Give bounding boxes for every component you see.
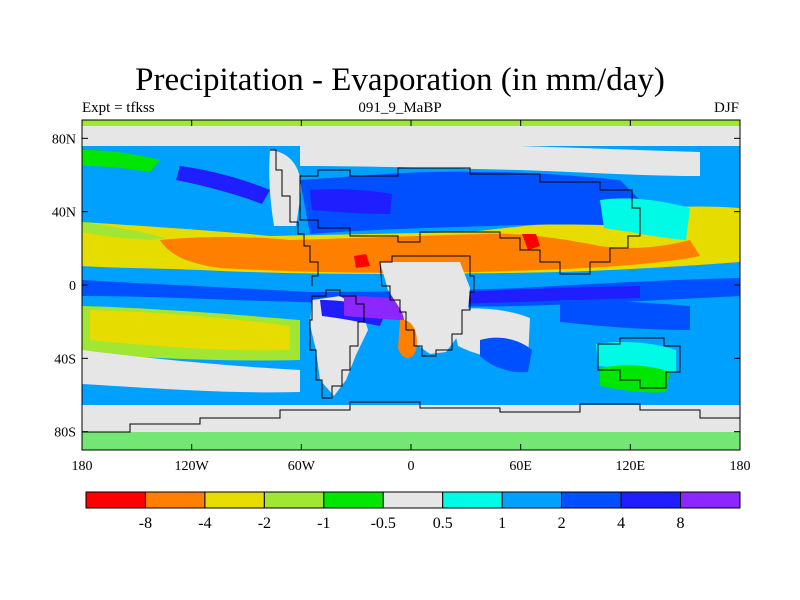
- north-subtropics-green: [82, 222, 165, 240]
- colorbar-swatch: [442, 491, 503, 509]
- lat-tick-label: 0: [69, 279, 76, 294]
- eurasia-wet: [300, 171, 640, 234]
- dry-core-asia: [522, 234, 540, 250]
- colorbar-swatch: [680, 491, 741, 509]
- colorbar-swatch: [501, 491, 563, 509]
- coastline-antarctica: [82, 401, 740, 433]
- lon-tick-label: 60W: [288, 459, 316, 474]
- arctic-land: [300, 140, 700, 176]
- lon-tick-label: 180: [730, 459, 751, 474]
- colorbar-label: 1: [498, 515, 506, 532]
- lat-tick-label: 40S: [54, 352, 76, 367]
- coastline-africa: [379, 255, 475, 357]
- colorbar-label: 0.5: [433, 515, 453, 532]
- coastline-south-america: [309, 289, 365, 399]
- colorbar-label: -4: [198, 515, 211, 532]
- coastlines: [82, 149, 740, 433]
- lat-tick-label: 80N: [52, 132, 76, 147]
- colorbar-swatch: [85, 491, 146, 509]
- north-subtropics-orange: [160, 233, 700, 273]
- lon-tick-label: 0: [408, 459, 415, 474]
- north-america-west: [269, 150, 301, 226]
- europe-storm: [310, 189, 392, 214]
- north-pacific-storm: [176, 166, 270, 204]
- colorbar-label: 8: [677, 515, 685, 532]
- map-field: [82, 120, 740, 450]
- colorbar-label: 2: [558, 515, 566, 532]
- colorbar-label: -2: [258, 515, 271, 532]
- indian-ocean-wet: [480, 337, 532, 373]
- lon-tick-label: 120W: [175, 459, 210, 474]
- colorbar-swatch: [620, 491, 682, 509]
- colorbar: -8 -4 -2 -1 -0.5 0.5 1 2 4 8: [85, 491, 741, 532]
- colorbar-label: -1: [317, 515, 330, 532]
- lon-tick-label: 180: [72, 459, 93, 474]
- africa-land: [380, 262, 470, 354]
- map-axes: 80N 40N 0 40S 80S 180 120W 60W 0 60E 120E 180: [52, 120, 751, 474]
- coastline-australia: [597, 337, 681, 389]
- colorbar-swatch: [323, 491, 384, 509]
- south-africa-dry: [398, 319, 417, 359]
- colorbar-swatch: [263, 491, 325, 509]
- south-subtropics-gray: [82, 350, 300, 393]
- period-label: 091_9_MaBP: [358, 100, 442, 116]
- lon-tick-label: 60E: [509, 459, 532, 474]
- coastline-eurasia: [299, 167, 641, 275]
- colorbar-swatch: [144, 491, 206, 509]
- east-asia-cyan: [600, 198, 690, 240]
- plot-title: Precipitation - Evaporation (in mm/day): [135, 62, 665, 98]
- arctic-land-band: [82, 126, 740, 146]
- lat-tick-label: 80S: [54, 426, 76, 441]
- colorbar-label: 4: [617, 515, 625, 532]
- bering-green: [82, 150, 160, 172]
- coastline-americas: [270, 149, 319, 286]
- maritime-continent: [560, 300, 690, 330]
- australia-coast: [596, 342, 676, 372]
- colorbar-swatch: [204, 491, 265, 509]
- lon-tick-label: 120E: [616, 459, 646, 474]
- itcz-core: [420, 286, 640, 304]
- south-america-land: [310, 296, 368, 396]
- antarctic-edge: [82, 432, 740, 450]
- colorbar-label: -8: [139, 515, 152, 532]
- colorbar-swatch: [382, 491, 444, 509]
- southern-ocean-green: [600, 365, 670, 393]
- experiment-label: Expt = tfkss: [82, 100, 155, 116]
- colorbar-swatch: [561, 491, 622, 509]
- season-label: DJF: [713, 100, 739, 116]
- south-subtropics-yellow: [90, 310, 290, 351]
- dry-core-sahara: [354, 254, 370, 268]
- colorbar-label: -0.5: [371, 515, 396, 532]
- lat-tick-label: 40N: [52, 206, 76, 221]
